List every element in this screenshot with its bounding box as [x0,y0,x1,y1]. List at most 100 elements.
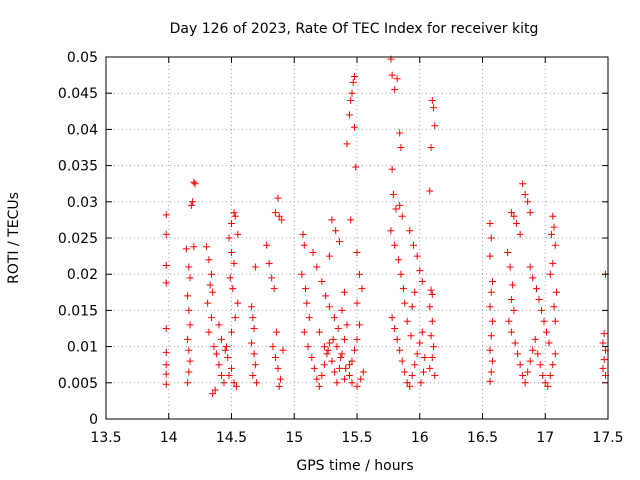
data-point [403,379,411,387]
data-point [428,353,436,361]
y-tick-label: 0.025 [58,231,98,247]
data-point [413,252,421,260]
data-point [345,372,353,380]
data-point [300,328,308,336]
data-point [315,328,323,336]
data-point [318,372,326,380]
data-point [407,332,415,340]
data-point [540,317,548,325]
y-tick-label: 0.015 [58,303,98,319]
data-point [310,364,318,372]
data-point [220,379,228,387]
data-point [205,328,213,336]
data-point [509,281,517,289]
data-point [333,379,341,387]
data-point [324,346,332,354]
data-point [521,191,529,199]
data-point [343,140,351,148]
data-point [516,230,524,238]
x-axis-label: GPS time / hours [296,458,413,474]
data-point [487,234,495,242]
data-point [184,335,192,343]
data-point [313,263,321,271]
data-point [549,259,557,267]
data-point [332,227,340,235]
data-point [348,357,356,365]
data-point [512,220,520,228]
data-point [335,364,343,372]
data-point [394,256,402,264]
data-point [303,299,311,307]
y-tick-label: 0.01 [67,340,98,356]
data-point [275,382,283,390]
data-point [399,285,407,293]
data-point [504,248,512,256]
data-point [535,296,543,304]
y-axis-label: ROTI / TECUs [6,192,22,284]
data-point [397,144,405,151]
data-point [231,314,239,322]
data-point [510,306,518,314]
data-point [426,187,434,195]
data-point [249,314,257,322]
data-point [207,314,215,322]
data-point [263,241,271,249]
data-point [328,216,336,224]
data-point [428,317,436,325]
data-point [388,71,396,79]
data-point [401,299,409,307]
data-point [353,382,361,390]
data-point [271,353,279,361]
data-point [215,321,223,329]
data-point [184,292,192,300]
data-point [226,274,234,282]
data-point [358,285,366,293]
data-point [250,350,258,358]
data-point [323,350,331,358]
data-point [265,259,273,267]
data-point [391,325,399,332]
data-point [353,248,361,256]
data-point [416,267,424,275]
y-tick-label: 0.03 [67,195,98,211]
data-point [162,380,170,388]
data-point [338,350,346,358]
data-point [186,357,194,365]
data-point [185,263,193,271]
data-point [431,122,439,130]
data-point [551,317,559,325]
data-point [428,290,436,298]
data-point [549,212,557,220]
data-point [545,339,553,347]
data-point [298,270,306,278]
data-point [190,178,198,186]
data-point [417,379,425,387]
data-point [397,270,405,278]
data-point [549,361,557,369]
data-point [550,303,558,311]
x-tick-label: 14.5 [216,430,247,446]
data-point [186,321,194,329]
y-tick-label: 0.05 [67,50,98,66]
y-tick-label: 0.005 [58,376,98,392]
data-point [162,279,170,287]
data-point [487,332,495,340]
data-point [330,314,338,322]
data-point [250,325,258,332]
y-tick-label: 0 [89,412,98,428]
data-point [359,368,367,376]
data-point [352,163,360,171]
data-point [162,211,170,219]
data-point [279,346,287,354]
data-point [273,328,281,336]
data-point [305,314,313,322]
data-point [543,328,551,336]
data-point [526,357,534,365]
data-point [550,223,558,231]
data-point [275,212,283,220]
data-point [428,96,436,104]
data-point [212,350,220,358]
data-point [551,241,559,249]
data-point [356,270,364,278]
data-point [228,220,235,228]
